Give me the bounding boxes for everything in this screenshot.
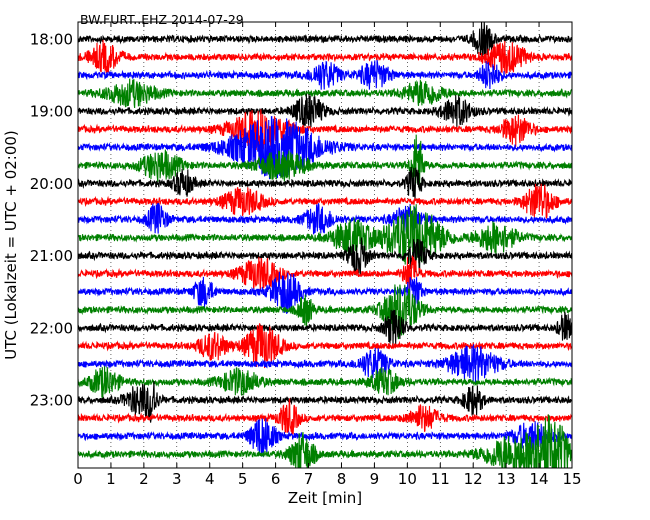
- y-axis-label: UTC (Lokalzeit = UTC + 02:00): [2, 130, 20, 360]
- trace-19-30: [78, 116, 572, 180]
- x-tick-label: 7: [304, 470, 314, 488]
- y-tick-label: 23:00: [30, 392, 73, 410]
- trace-20-30: [78, 202, 572, 235]
- trace-group: [78, 22, 572, 468]
- trace-20-15: [78, 183, 572, 219]
- x-tick-label: 1: [106, 470, 116, 488]
- x-tick-label: 9: [370, 470, 380, 488]
- x-tick-label: 3: [172, 470, 182, 488]
- axis-ticks: [77, 22, 573, 468]
- trace-22-45: [78, 366, 572, 400]
- trace-21-45: [78, 284, 572, 340]
- y-tick-label: 20:00: [30, 175, 73, 193]
- trace-20-00: [78, 166, 572, 200]
- x-tick-label: 4: [205, 470, 215, 488]
- x-tick-label: 2: [139, 470, 149, 488]
- x-tick-label: 13: [497, 470, 516, 488]
- y-tick-label: 19:00: [30, 103, 73, 121]
- x-tick-label: 10: [398, 470, 417, 488]
- x-tick-label: 15: [562, 470, 581, 488]
- trace-21-15: [78, 255, 572, 293]
- trace-18-30: [78, 59, 572, 90]
- trace-18-00: [78, 22, 572, 58]
- x-tick-label: 12: [464, 470, 483, 488]
- trace-19-15: [78, 109, 572, 150]
- trace-23-45: [78, 414, 572, 468]
- trace-22-00: [78, 309, 572, 348]
- x-axis-label: Zeit [min]: [288, 489, 362, 507]
- trace-22-15: [78, 323, 572, 369]
- trace-18-15: [78, 39, 572, 74]
- y-tick-label: 22:00: [30, 319, 73, 337]
- x-tick-label: 5: [238, 470, 248, 488]
- trace-21-00: [78, 237, 572, 276]
- x-tick-label: 8: [337, 470, 347, 488]
- trace-22-30: [78, 344, 572, 385]
- trace-23-30: [78, 418, 572, 457]
- trace-19-00: [78, 93, 572, 129]
- y-tick-label: 18:00: [30, 31, 73, 49]
- trace-21-30: [78, 271, 572, 314]
- x-tick-label: 14: [530, 470, 549, 488]
- y-tick-labels: 18:00 19:00 20:00 21:00 22:00 23:00: [30, 31, 73, 410]
- chart-title: BW.FURT..EHZ 2014-07-29: [80, 12, 244, 27]
- x-tick-label: 6: [271, 470, 281, 488]
- x-tick-label: 11: [431, 470, 450, 488]
- x-tick-label: 0: [73, 470, 83, 488]
- trace-19-45: [78, 134, 572, 188]
- trace-18-45: [78, 78, 572, 109]
- x-tick-labels: 0 1 2 3 4 5 6 7 8 9 10 11 12 13 14 15: [73, 470, 581, 488]
- trace-20-45: [78, 204, 572, 266]
- trace-23-00: [78, 380, 572, 423]
- trace-23-15: [78, 397, 572, 435]
- y-tick-label: 21:00: [30, 247, 73, 265]
- plot-frame: [77, 21, 573, 469]
